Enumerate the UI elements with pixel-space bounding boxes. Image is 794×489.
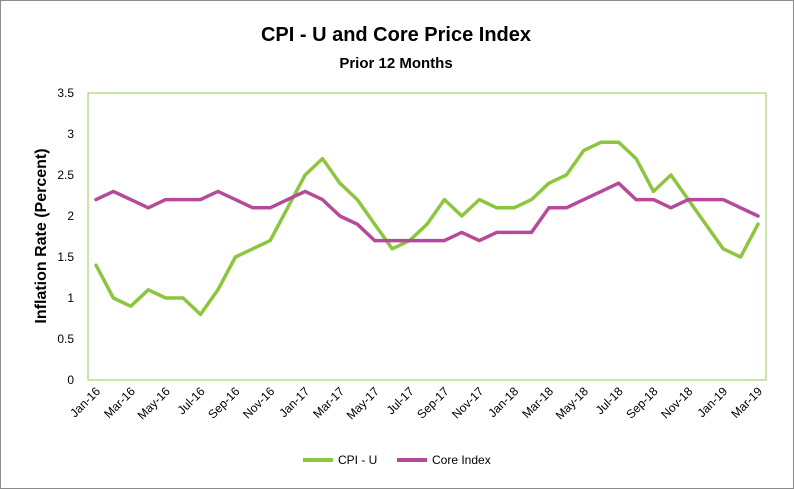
chart-title: CPI - U and Core Price Index [261, 24, 531, 46]
y-tick-label: 2 [67, 209, 74, 223]
plot-area [87, 92, 767, 381]
x-tick-label: Jan-19 [694, 384, 730, 420]
x-tick-label: Sep-17 [414, 384, 451, 421]
series-line-cpi-u [94, 140, 760, 317]
x-tick-label: May-16 [135, 384, 173, 422]
x-tick-label: Mar-17 [310, 384, 347, 421]
x-tick-label: Jan-16 [67, 384, 103, 420]
y-tick-label: 2.5 [57, 168, 74, 182]
legend-label-cpi-u: CPI - U [338, 453, 377, 467]
x-tick-label: Mar-19 [728, 384, 765, 421]
x-tick-label: Jul-16 [175, 384, 208, 417]
x-tick-label: May-17 [344, 384, 382, 422]
x-tick-label: Mar-16 [101, 384, 138, 421]
x-tick-label: Nov-16 [240, 384, 277, 421]
series-line-core-index [94, 181, 760, 243]
x-tick-label: Jan-18 [485, 384, 521, 420]
y-tick-label: 0 [67, 373, 74, 387]
x-tick-label: Sep-18 [623, 384, 660, 421]
y-axis-ticks: 0 0.5 1 1.5 2 2.5 3 3.5 [57, 86, 74, 387]
x-tick-label: Mar-18 [519, 384, 556, 421]
x-tick-label: Jul-17 [384, 384, 417, 417]
x-tick-label: Nov-17 [449, 384, 486, 421]
y-tick-label: 1.5 [57, 250, 74, 264]
x-tick-label: Jul-18 [593, 384, 626, 417]
chart-subtitle: Prior 12 Months [339, 55, 452, 72]
x-tick-label: Jan-17 [276, 384, 312, 420]
x-tick-label: May-18 [553, 384, 591, 422]
series-lines [94, 140, 760, 317]
y-tick-label: 3 [67, 127, 74, 141]
y-tick-label: 1 [67, 291, 74, 305]
y-axis-label: Inflation Rate (Percent) [33, 148, 50, 323]
y-tick-label: 0.5 [57, 332, 74, 346]
legend-label-core-index: Core Index [432, 453, 491, 467]
y-tick-label: 3.5 [57, 86, 74, 100]
x-tick-label: Nov-18 [658, 384, 695, 421]
legend: CPI - U Core Index [303, 453, 491, 467]
x-tick-label: Sep-16 [205, 384, 242, 421]
